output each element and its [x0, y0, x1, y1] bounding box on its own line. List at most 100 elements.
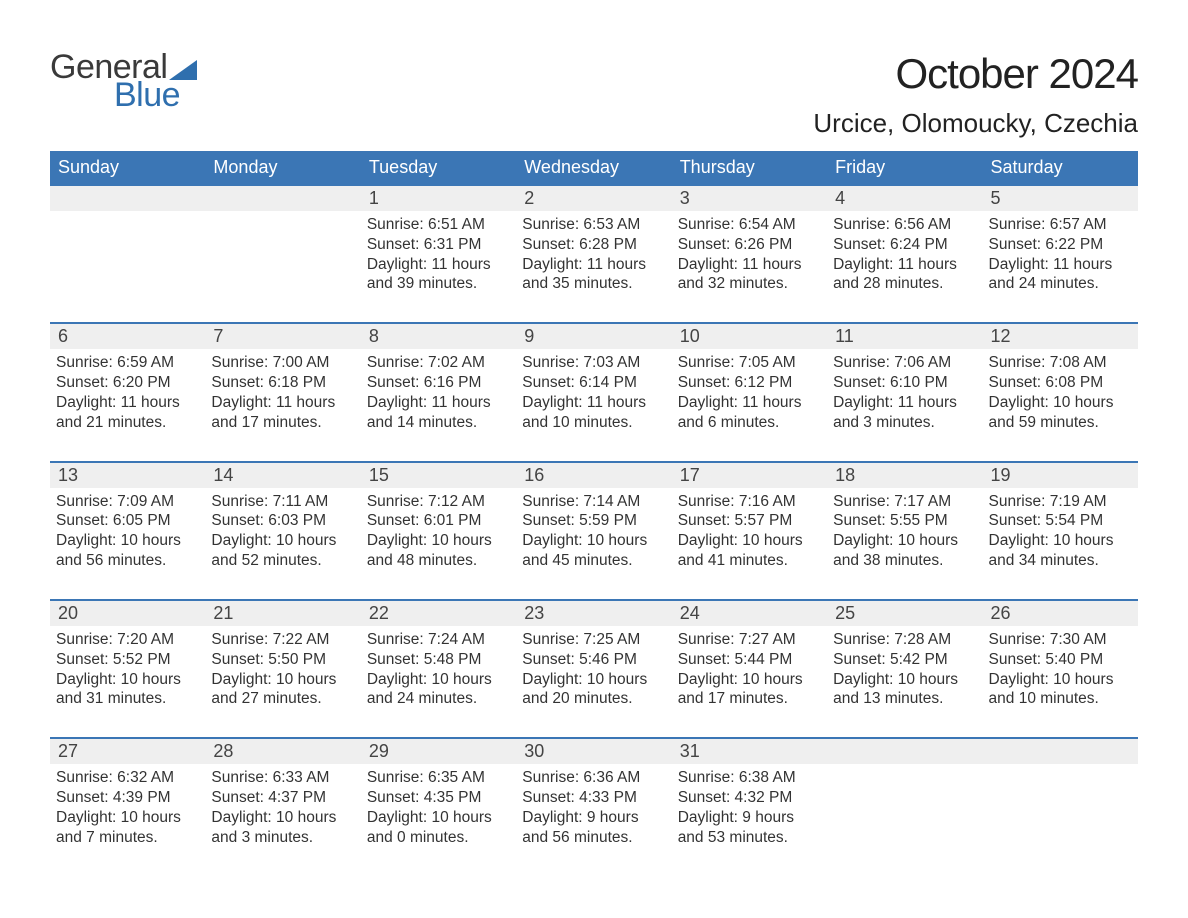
day-cell: Sunrise: 7:25 AMSunset: 5:46 PMDaylight:… [516, 626, 671, 738]
daylight-line: Daylight: 10 hours and 48 minutes. [367, 532, 492, 569]
daylight-line: Daylight: 11 hours and 28 minutes. [833, 256, 957, 293]
sunrise-line: Sunrise: 7:08 AM [989, 354, 1107, 371]
sunrise-line: Sunrise: 6:38 AM [678, 769, 796, 786]
day-content-row: Sunrise: 6:32 AM Sunset: 4:39 PM Daylight:… [50, 764, 1138, 868]
sunrise-line: Sunrise: 7:03 AM [522, 354, 640, 371]
sunset-line: Sunset: 5:57 PM [678, 512, 793, 529]
day-number: 31 [672, 738, 827, 764]
day-cell [50, 211, 205, 323]
day-number: 15 [361, 462, 516, 488]
daylight-line: Daylight: 10 hours and 27 minutes. [211, 671, 336, 708]
sunset-line: Sunset: 4:33 PM [522, 789, 637, 806]
day-cell: Sunrise: 7:24 AM Sunset: 5:48 PM Daylight:… [361, 626, 516, 738]
daylight-line: Daylight: 10 hours and 59 minutes. [989, 394, 1114, 431]
day-number: 17 [672, 462, 827, 488]
day-cell [205, 211, 360, 323]
weekday-header: Sunday [50, 151, 205, 185]
daylight-line: Daylight: 9 hours and 56 minutes. [522, 809, 638, 846]
day-number: 14 [205, 462, 360, 488]
sunrise-line: Sunrise: 7:02 AM [367, 354, 485, 371]
day-number: 2 [516, 185, 671, 211]
day-cell: Sunrise: 6:35 AMSunset: 4:35 PMDaylight:… [361, 764, 516, 868]
day-number: 25 [827, 600, 982, 626]
sunrise-line: Sunrise: 6:54 AM [678, 216, 796, 233]
daylight-line: Daylight: 11 hours and 35 minutes. [522, 256, 646, 293]
sunrise-line: Sunrise: 7:05 AM [678, 354, 796, 371]
day-number-row: 2728293031 [50, 738, 1138, 764]
sunrise-line: Sunrise: 7:20 AM [56, 631, 174, 648]
sunrise-line: Sunrise: 7:24 AM [367, 631, 485, 648]
day-number: 19 [983, 462, 1138, 488]
daylight-line: Daylight: 11 hours and 14 minutes. [367, 394, 491, 431]
day-number: 16 [516, 462, 671, 488]
sunset-line: Sunset: 5:52 PM [56, 651, 171, 668]
sunset-line: Sunset: 6:16 PM [367, 374, 482, 391]
sunset-line: Sunset: 5:40 PM [989, 651, 1104, 668]
day-cell: Sunrise: 7:27 AMSunset: 5:44 PMDaylight:… [672, 626, 827, 738]
sunset-line: Sunset: 6:31 PM [367, 236, 482, 253]
sunset-line: Sunset: 5:50 PM [211, 651, 326, 668]
daylight-line: Daylight: 10 hours and 20 minutes. [522, 671, 647, 708]
day-content-row: Sunrise: 7:20 AM Sunset: 5:52 PM Daylight:… [50, 626, 1138, 738]
sunrise-line: Sunrise: 7:22 AM [211, 631, 329, 648]
weekday-header: Wednesday [516, 151, 671, 185]
sunset-line: Sunset: 6:26 PM [678, 236, 793, 253]
day-number: 12 [983, 323, 1138, 349]
day-content-row: Sunrise: 6:51 AM Sunset: 6:31 PM Daylight:… [50, 211, 1138, 323]
day-number: 26 [983, 600, 1138, 626]
day-cell: Sunrise: 7:28 AMSunset: 5:42 PMDaylight:… [827, 626, 982, 738]
sunrise-line: Sunrise: 7:11 AM [211, 493, 328, 510]
daylight-line: Daylight: 11 hours and 24 minutes. [989, 256, 1113, 293]
day-cell: Sunrise: 7:22 AM Sunset: 5:50 PM Daylight:… [205, 626, 360, 738]
sunrise-line: Sunrise: 6:51 AM [367, 216, 485, 233]
daylight-line: Daylight: 9 hours and 53 minutes. [678, 809, 794, 846]
sunrise-line: Sunrise: 6:53 AM [522, 216, 640, 233]
sunrise-line: Sunrise: 7:06 AM [833, 354, 951, 371]
sunset-line: Sunset: 6:18 PM [211, 374, 326, 391]
weekday-header-row: SundayMondayTuesdayWednesdayThursdayFrid… [50, 151, 1138, 185]
sunset-line: Sunset: 6:12 PM [678, 374, 793, 391]
day-number: 24 [672, 600, 827, 626]
daylight-line: Daylight: 10 hours and 24 minutes. [367, 671, 492, 708]
day-number [827, 738, 982, 764]
day-cell: Sunrise: 7:19 AMSunset: 5:54 PMDaylight:… [983, 488, 1138, 600]
sunset-line: Sunset: 5:55 PM [833, 512, 948, 529]
day-number [50, 185, 205, 211]
sunset-line: Sunset: 6:24 PM [833, 236, 948, 253]
daylight-line: Daylight: 11 hours and 3 minutes. [833, 394, 957, 431]
daylight-line: Daylight: 11 hours and 17 minutes. [211, 394, 335, 431]
day-cell [983, 764, 1138, 868]
sunrise-line: Sunrise: 6:32 AM [56, 769, 174, 786]
sunset-line: Sunset: 4:37 PM [211, 789, 326, 806]
day-cell: Sunrise: 7:14 AMSunset: 5:59 PMDaylight:… [516, 488, 671, 600]
sunset-line: Sunset: 4:35 PM [367, 789, 482, 806]
daylight-line: Daylight: 10 hours and 38 minutes. [833, 532, 958, 569]
sunrise-line: Sunrise: 7:25 AM [522, 631, 640, 648]
daylight-line: Daylight: 11 hours and 10 minutes. [522, 394, 646, 431]
day-cell: Sunrise: 6:38 AMSunset: 4:32 PMDaylight:… [672, 764, 827, 868]
weekday-header: Friday [827, 151, 982, 185]
day-cell: Sunrise: 7:11 AMSunset: 6:03 PMDaylight:… [205, 488, 360, 600]
logo: General Blue [50, 50, 197, 112]
day-cell: Sunrise: 6:32 AMSunset: 4:39 PMDaylight:… [50, 764, 205, 868]
day-number: 21 [205, 600, 360, 626]
sunset-line: Sunset: 5:48 PM [367, 651, 482, 668]
calendar-table: SundayMondayTuesdayWednesdayThursdayFrid… [50, 151, 1138, 868]
day-content-row: Sunrise: 6:59 AMSunset: 6:20 PMDaylight:… [50, 349, 1138, 461]
day-number: 1 [361, 185, 516, 211]
sunset-line: Sunset: 6:10 PM [833, 374, 948, 391]
sunset-line: Sunset: 6:01 PM [367, 512, 482, 529]
daylight-line: Daylight: 10 hours and 56 minutes. [56, 532, 181, 569]
sunrise-line: Sunrise: 7:19 AM [989, 493, 1107, 510]
sunrise-line: Sunrise: 7:12 AM [367, 493, 485, 510]
logo-triangle-icon [169, 60, 197, 80]
day-number [983, 738, 1138, 764]
sunset-line: Sunset: 6:05 PM [56, 512, 171, 529]
daylight-line: Daylight: 10 hours and 52 minutes. [211, 532, 336, 569]
sunset-line: Sunset: 5:59 PM [522, 512, 637, 529]
sunset-line: Sunset: 4:39 PM [56, 789, 171, 806]
day-cell: Sunrise: 7:05 AMSunset: 6:12 PMDaylight:… [672, 349, 827, 461]
daylight-line: Daylight: 11 hours and 32 minutes. [678, 256, 802, 293]
day-number: 23 [516, 600, 671, 626]
day-cell: Sunrise: 6:51 AMSunset: 6:31 PMDaylight:… [361, 211, 516, 323]
